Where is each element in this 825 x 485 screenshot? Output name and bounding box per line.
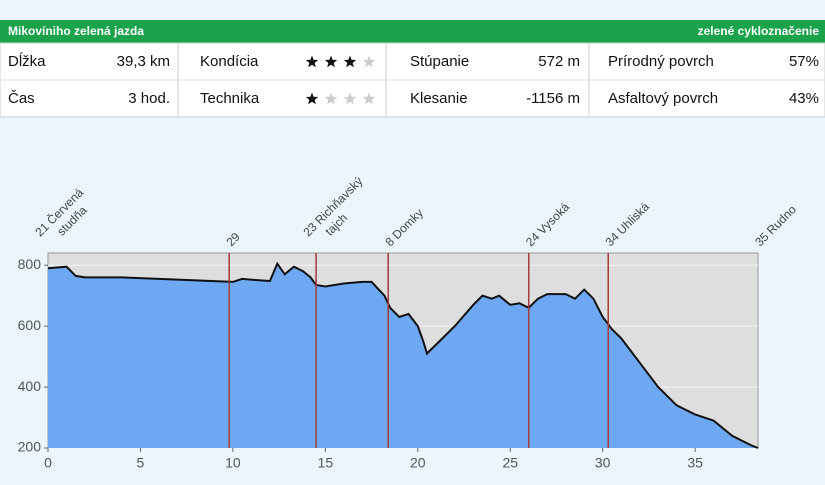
table-cell: 572 m: [538, 53, 580, 70]
table-cell: -1156 m: [526, 90, 580, 107]
waypoint-label-line: 8 Domky: [382, 206, 425, 249]
rating-star: [305, 92, 319, 105]
waypoint-label: 24 Vysoká: [523, 200, 572, 249]
table-cell: Kondícia: [200, 53, 259, 70]
rating-star: [362, 92, 376, 105]
table-cell: Stúpanie: [410, 53, 469, 70]
table-cell: 43%: [789, 90, 819, 107]
rating-star: [305, 55, 319, 68]
x-tick-label: 25: [502, 455, 518, 471]
waypoint-label: 23 Richňavskýtajch: [300, 174, 376, 250]
waypoint-label-line: 34 Uhliská: [602, 199, 652, 249]
x-tick-label: 5: [137, 455, 145, 471]
rating-star: [324, 92, 338, 105]
x-tick-label: 10: [225, 455, 241, 471]
waypoint-label-line: 35 Rudno: [752, 202, 799, 249]
table-cell: 57%: [789, 53, 819, 70]
table-cell: 3 hod.: [128, 90, 170, 107]
elevation-area: [48, 263, 758, 448]
waypoint-label-line: 29: [223, 230, 243, 250]
waypoint-label: 34 Uhliská: [602, 199, 652, 249]
x-tick-label: 35: [687, 455, 703, 471]
waypoint-label: 21 Červenástudňa: [32, 185, 97, 250]
table-cell: Dĺžka: [8, 52, 46, 70]
route-title: Mikovíniho zelená jazda: [8, 24, 144, 38]
rating-star: [343, 92, 357, 105]
waypoint-label: 35 Rudno: [752, 202, 799, 249]
y-tick-label: 400: [18, 378, 42, 394]
elevation-line: [47, 261, 759, 449]
x-tick-label: 20: [410, 455, 426, 471]
table-cell: Klesanie: [410, 90, 468, 107]
table-cell: 39,3 km: [117, 53, 170, 70]
header-bar: [0, 20, 825, 43]
table-cell: Technika: [200, 90, 260, 107]
table-cell: Asfaltový povrch: [608, 90, 718, 107]
waypoint-label-line: 24 Vysoká: [523, 200, 572, 249]
y-tick-label: 800: [18, 256, 42, 272]
x-tick-label: 15: [318, 455, 334, 471]
waypoint-label: 8 Domky: [382, 206, 425, 249]
table-cell: Prírodný povrch: [608, 53, 714, 70]
y-tick-label: 200: [18, 439, 42, 455]
rating-star: [343, 55, 357, 68]
rating-star: [362, 55, 376, 68]
x-tick-label: 30: [595, 455, 611, 471]
rating-star: [324, 55, 338, 68]
y-tick-label: 600: [18, 317, 42, 333]
route-marking: zelené cykloznačenie: [698, 24, 820, 38]
waypoint-label: 29: [223, 230, 243, 250]
table-cell: Čas: [8, 90, 35, 107]
x-tick-label: 0: [44, 455, 52, 471]
